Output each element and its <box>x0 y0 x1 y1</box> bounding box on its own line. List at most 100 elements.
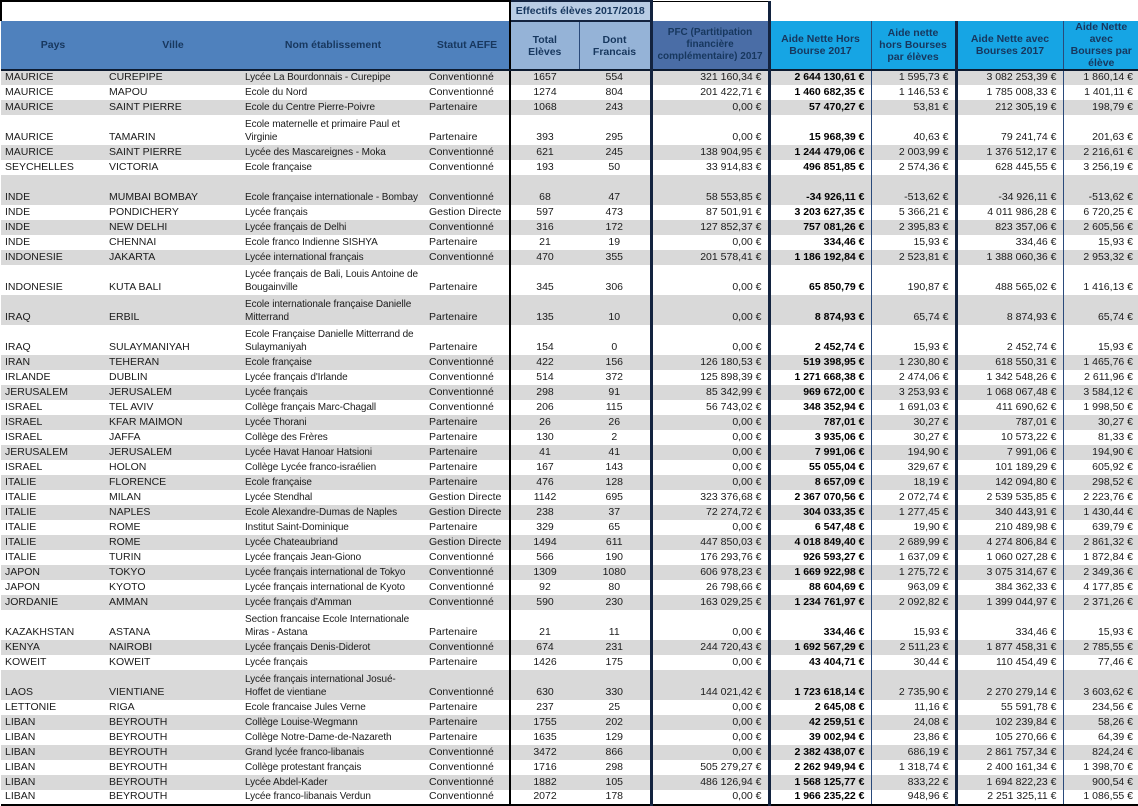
cell-pays[interactable]: INDONESIE <box>5 251 63 263</box>
cell-aab[interactable]: 2 251 325,11 € <box>954 790 1064 806</box>
cell-ahb[interactable]: 8 657,09 € <box>814 476 865 488</box>
cell-statut[interactable]: Gestion Directe <box>429 506 502 518</box>
cell-aab[interactable]: 212 305,19 € <box>954 100 1064 115</box>
cell-statut[interactable]: Conventionné <box>425 790 510 806</box>
cell-pfc[interactable]: 201 578,41 € <box>649 250 771 265</box>
col-header-pays[interactable]: Pays <box>1 21 105 71</box>
cell-ville[interactable]: SAINT PIERRE <box>109 146 182 158</box>
cell-pays[interactable]: LIBAN <box>1 790 105 806</box>
cell-ville[interactable]: NAPLES <box>109 506 151 518</box>
cell-pays[interactable]: INDE <box>5 206 31 218</box>
cell-dont[interactable]: 473 <box>605 206 624 218</box>
cell-dont[interactable]: 91 <box>608 386 621 398</box>
cell-pays[interactable]: KAZAKHSTAN <box>5 626 75 638</box>
cell-statut[interactable]: Conventionné <box>429 551 494 563</box>
cell-ville[interactable]: JAKARTA <box>109 251 156 263</box>
cell-pfc[interactable]: 138 904,95 € <box>649 145 771 160</box>
cell-statut[interactable]: Conventionné <box>429 86 494 98</box>
cell-statut[interactable]: Conventionné <box>429 401 494 413</box>
cell-ville[interactable]: RIGA <box>109 701 135 713</box>
cell-ahbe[interactable]: 65,74 € <box>870 295 957 325</box>
cell-ville[interactable]: KUTA BALI <box>109 281 162 293</box>
cell-nom[interactable]: Ecole internationale française Danielle … <box>245 299 412 323</box>
cell-ahbe[interactable]: 1 637,09 € <box>870 550 957 565</box>
cell-nom[interactable]: Ecole du Centre Pierre-Poivre <box>245 102 375 113</box>
cell-pays[interactable]: JERUSALEM <box>5 446 69 458</box>
cell-ahb[interactable]: 6 547,48 € <box>814 521 865 533</box>
cell-pfc[interactable]: 244 720,43 € <box>649 640 771 655</box>
cell-ahb[interactable]: 39 002,94 € <box>809 731 865 743</box>
cell-aabe[interactable]: 1 416,13 € <box>1062 265 1138 295</box>
cell-ville[interactable]: NAIROBI <box>109 641 153 653</box>
cell-dont[interactable]: 128 <box>605 476 624 488</box>
cell-aab[interactable]: 8 874,93 € <box>954 295 1064 325</box>
cell-dont[interactable]: 115 <box>605 401 623 413</box>
cell-dont[interactable]: 306 <box>605 281 624 293</box>
cell-pfc[interactable]: 0,00 € <box>649 745 771 760</box>
cell-ahbe[interactable]: 2 003,99 € <box>870 145 957 160</box>
cell-total[interactable]: 41 <box>509 445 579 460</box>
cell-statut[interactable]: Partenaire <box>429 281 478 293</box>
cell-ahb[interactable]: 4 018 849,40 € <box>794 536 865 548</box>
cell-aab[interactable]: 823 357,06 € <box>954 220 1064 235</box>
cell-ville[interactable]: KFAR MAIMON <box>109 416 183 428</box>
cell-dont[interactable]: 129 <box>605 731 624 743</box>
cell-ahb[interactable]: 304 033,35 € <box>803 506 865 518</box>
cell-pays[interactable]: INDONESIE <box>5 281 63 293</box>
cell-aab[interactable]: 1 694 822,23 € <box>954 775 1064 790</box>
effectifs-group-header[interactable]: Effectifs élèves 2017/2018 <box>508 0 653 22</box>
cell-total[interactable]: 1494 <box>509 535 579 550</box>
cell-aab[interactable]: -34 926,11 € <box>954 175 1064 205</box>
cell-ahbe[interactable]: 190,87 € <box>870 265 957 295</box>
cell-nom[interactable]: Lycée français de Bali, Louis Antoine de… <box>245 269 418 293</box>
cell-dont[interactable]: 105 <box>605 776 624 788</box>
cell-pfc[interactable]: 447 850,03 € <box>649 535 771 550</box>
cell-pays[interactable]: ITALIE <box>5 551 37 563</box>
cell-aab[interactable]: 2 452,74 € <box>954 325 1064 355</box>
cell-ahb[interactable]: 2 382 438,07 € <box>794 746 865 758</box>
cell-ville[interactable]: BEYROUTH <box>109 716 168 728</box>
cell-total[interactable]: 193 <box>509 160 579 175</box>
cell-pays[interactable]: MAURICE <box>5 131 54 143</box>
cell-dont[interactable]: 804 <box>605 86 624 98</box>
cell-total[interactable]: 470 <box>509 250 579 265</box>
cell-aab[interactable]: 1 388 060,36 € <box>954 250 1064 265</box>
cell-statut[interactable]: Conventionné <box>429 386 494 398</box>
cell-total[interactable]: 1309 <box>509 565 579 580</box>
cell-nom[interactable]: Collège des Frères <box>245 432 328 443</box>
cell-ville[interactable]: ROME <box>109 536 141 548</box>
cell-ahb[interactable]: 43 404,71 € <box>809 656 865 668</box>
cell-total[interactable]: 135 <box>509 295 579 325</box>
cell-ahb[interactable]: 57 470,27 € <box>809 101 865 113</box>
cell-dont[interactable]: 230 <box>605 596 624 608</box>
cell-statut[interactable]: Conventionné <box>429 581 494 593</box>
cell-statut[interactable]: Conventionné <box>429 371 494 383</box>
cell-ville[interactable]: BEYROUTH <box>109 746 168 758</box>
cell-statut[interactable]: Partenaire <box>429 446 478 458</box>
cell-pfc[interactable]: 85 342,99 € <box>649 385 771 400</box>
cell-ahb[interactable]: 519 398,95 € <box>803 356 865 368</box>
cell-pfc[interactable]: 26 798,66 € <box>649 580 771 595</box>
cell-ahbe[interactable]: 15,93 € <box>870 610 957 640</box>
cell-ahb[interactable]: 1 244 479,06 € <box>794 146 865 158</box>
cell-pfc[interactable]: 0,00 € <box>649 445 771 460</box>
cell-aab[interactable]: 2 400 161,34 € <box>954 760 1064 775</box>
cell-ahb[interactable]: 1 234 761,97 € <box>794 596 865 608</box>
cell-dont[interactable]: 37 <box>608 506 621 518</box>
cell-ahbe[interactable]: 2 574,36 € <box>870 160 957 175</box>
cell-ahbe[interactable]: 1 691,03 € <box>870 400 957 415</box>
cell-dont[interactable]: 80 <box>608 581 621 593</box>
cell-dont[interactable]: 695 <box>605 491 624 503</box>
cell-pays[interactable]: IRLANDE <box>5 371 51 383</box>
cell-ville[interactable]: MAPOU <box>109 86 148 98</box>
cell-dont[interactable]: 0 <box>611 341 618 353</box>
cell-total[interactable]: 2072 <box>509 790 579 806</box>
cell-nom[interactable]: Lycée Abdel-Kader <box>245 777 328 788</box>
cell-pays[interactable]: LIBAN <box>5 716 36 728</box>
cell-aabe[interactable]: 1 401,11 € <box>1062 85 1138 100</box>
cell-dont[interactable]: 295 <box>605 131 624 143</box>
cell-aabe[interactable]: 1 086,55 € <box>1062 790 1138 806</box>
cell-total[interactable]: 1755 <box>509 715 579 730</box>
col-header-dont-francais[interactable]: Dont Francais <box>578 21 653 71</box>
cell-aabe[interactable]: 64,39 € <box>1062 730 1138 745</box>
